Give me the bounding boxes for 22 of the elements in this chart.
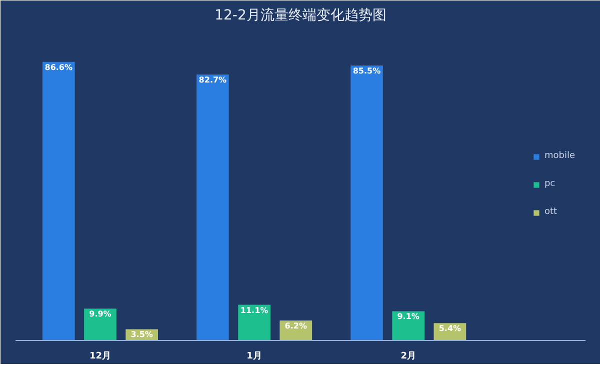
bar: [238, 304, 270, 340]
bar: [392, 311, 425, 340]
bar: [42, 62, 75, 340]
data-label: 9.1%: [397, 312, 420, 322]
data-label: 86.6%: [44, 62, 73, 72]
x-tick-label: 1月: [246, 350, 262, 362]
data-label: 9.9%: [89, 310, 112, 319]
bar: [84, 308, 116, 340]
legend-label: ott: [544, 207, 558, 217]
legend-label: mobile: [544, 151, 575, 161]
bar: [196, 74, 229, 340]
data-label: 6.2%: [284, 322, 307, 331]
bar: [350, 65, 383, 340]
legend-label: pc: [544, 179, 556, 189]
data-label: 11.1%: [240, 306, 268, 315]
data-label: 3.5%: [130, 330, 153, 340]
data-label: 82.7%: [198, 75, 227, 84]
x-tick-label: 12月: [89, 350, 111, 362]
chart-title: 12-2月流量终端变化趋势图: [214, 8, 386, 24]
x-tick-label: 2月: [400, 350, 416, 362]
data-label: 85.5%: [352, 66, 381, 76]
data-label: 5.4%: [438, 324, 462, 334]
